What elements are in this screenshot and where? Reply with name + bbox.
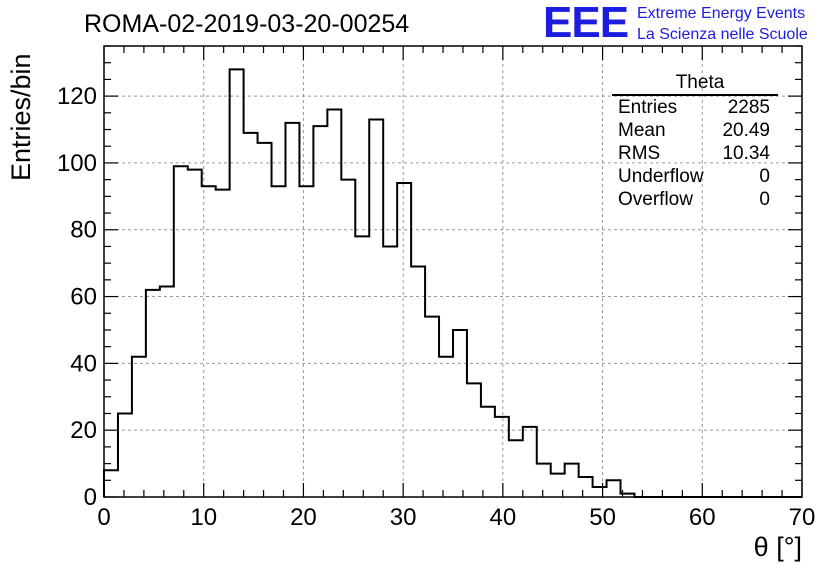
stats-value: 0 [759,189,770,210]
histogram-bin [579,477,593,497]
histogram-bin [327,109,341,497]
x-tick-label: 60 [689,504,716,531]
logo-line-1: Extreme Energy Events [637,5,806,22]
y-tick-label: 60 [70,284,97,311]
histogram-bin [230,69,244,497]
histogram-bin [146,290,160,497]
histogram-bin [118,413,132,497]
stats-value: 0 [759,166,770,187]
histogram-bin [509,440,523,497]
stats-label: Mean [618,120,666,141]
histogram-bin [383,246,397,497]
logo-text: Extreme Energy Events La Scienza nelle S… [637,3,808,45]
stats-row-overflow: Overflow 0 [612,188,778,211]
x-tick-label: 30 [390,504,417,531]
histogram-bin [523,427,537,497]
histogram-bin [537,464,551,497]
x-tick-label: 10 [190,504,217,531]
histogram-bin [411,266,425,497]
axes [103,45,803,498]
histogram-bin [453,330,467,497]
histogram-bin [244,133,258,497]
stats-row-underflow: Underflow 0 [612,165,778,188]
x-tick-label: 70 [789,504,816,531]
histogram-bin [467,383,481,497]
y-tick-label: 0 [84,484,97,511]
histogram-bin [160,287,174,497]
histogram-bin [104,470,118,497]
plot-frame [103,45,803,498]
histogram-bin [313,126,327,497]
x-tick-label: 50 [589,504,616,531]
stats-value: 2285 [727,97,770,118]
y-tick-label: 40 [70,350,97,377]
grid-lines [104,46,802,497]
histogram-bin [495,417,509,497]
histogram-outline [103,68,802,498]
histogram-bin [355,236,369,497]
histogram-series [103,68,802,498]
y-tick-label: 100 [57,150,97,177]
stats-value: 20.49 [722,120,770,141]
x-tick-label: 40 [490,504,517,531]
histogram-bin [174,166,188,497]
x-tick-label: 20 [290,504,317,531]
histogram-bin [607,480,621,497]
ticks [103,45,803,498]
stats-label: Overflow [618,189,693,210]
histogram-bin [202,186,216,497]
tick-labels: 0 10 20 30 40 50 60 70 0 20 40 60 80 100 120 [57,83,815,531]
histogram-bin [439,357,453,497]
histogram-bin [369,119,383,497]
histogram-bin [132,357,146,497]
histogram-bin [188,170,202,497]
y-tick-label: 80 [70,217,97,244]
y-axis-label: Entries/bin [6,53,36,181]
histogram-bin [272,186,286,497]
run-title: ROMA-02-2019-03-20-00254 [84,10,410,38]
histogram-bin [593,487,607,497]
stats-title: Theta [612,72,778,96]
histogram-bin [565,464,579,497]
histogram-bin [481,407,495,497]
stats-label: RMS [618,143,661,164]
stats-value: 10.34 [722,143,770,164]
stats-row-mean: Mean 20.49 [612,119,778,142]
x-tick-label: 0 [97,504,110,531]
eee-logo: EEE [543,0,629,47]
stats-row-entries: Entries 2285 [612,96,778,119]
x-axis-label: θ [°] [753,532,802,562]
logo-line-2: La Scienza nelle Scuole [637,26,808,43]
y-tick-label: 20 [70,417,97,444]
stats-label: Entries [618,97,678,118]
histogram-bin [397,183,411,497]
stats-row-rms: RMS 10.34 [612,142,778,165]
y-tick-label: 120 [57,83,97,110]
histogram-bin [341,180,355,497]
histogram-bin [285,123,299,497]
stats-label: Underflow [618,166,704,187]
histogram-bin [258,143,272,497]
histogram-bin [425,317,439,497]
histogram-bin [216,190,230,497]
stats-box: Theta Entries 2285 Mean 20.49 RMS 10.34 Und… [612,72,778,211]
histogram-bin [299,186,313,497]
